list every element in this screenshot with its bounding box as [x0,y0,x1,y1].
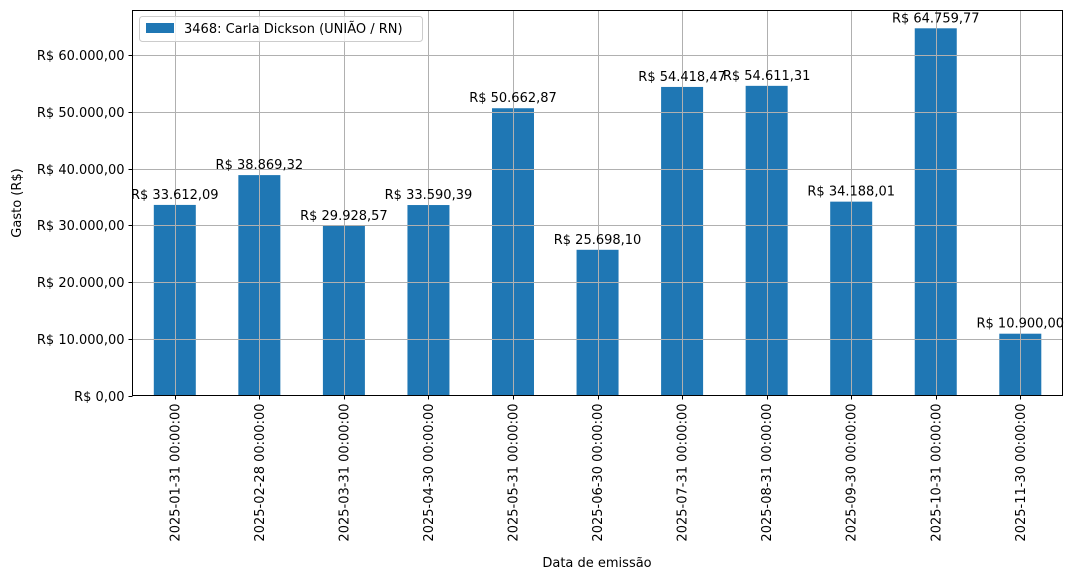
x-tick-label: 2025-07-31 00:00:00 [676,404,691,542]
x-tick-label: 2025-06-30 00:00:00 [591,404,606,542]
x-tick-label: 2025-09-30 00:00:00 [845,404,860,542]
bar-value-label: R$ 64.759,77 [892,11,980,26]
bar-value-label: R$ 38.869,32 [216,158,304,173]
bar-value-label: R$ 25.698,10 [554,233,642,248]
bar [745,85,788,396]
bar-value-label: R$ 10.900,00 [976,317,1064,332]
y-tick-label: R$ 60.000,00 [37,49,125,64]
x-tick-label: 2025-03-31 00:00:00 [337,404,352,542]
x-tick-label: 2025-02-28 00:00:00 [253,404,268,542]
x-axis-ticks: 2025-01-31 00:00:00 2025-02-28 00:00:00 20… [168,395,1029,542]
x-tick-label: 2025-05-31 00:00:00 [507,404,522,542]
bar-value-label: R$ 33.590,39 [385,188,473,203]
bar-value-label: R$ 54.611,31 [723,69,811,84]
y-tick-label: R$ 20.000,00 [37,276,125,291]
y-axis-label: Gasto (R$) [10,168,25,237]
bar-value-label: R$ 29.928,57 [300,209,388,224]
bar-value-label: R$ 50.662,87 [469,91,557,106]
y-axis-ticks: R$ 0,00 R$ 10.000,00 R$ 20.000,00 R$ 30.000… [37,49,133,405]
bar-value-label: R$ 54.418,47 [638,70,726,85]
bar [914,28,957,396]
bar-value-labels: R$ 33.612,09 R$ 38.869,32 R$ 29.928,57 R$ 3… [131,11,1064,331]
bar-value-label: R$ 34.188,01 [807,185,895,200]
y-tick-label: R$ 40.000,00 [37,163,125,178]
legend: 3468: Carla Dickson (UNIÃO / RN) [139,16,423,42]
bar [322,225,365,396]
y-tick-label: R$ 30.000,00 [37,219,125,234]
grid-lines [132,10,1063,396]
plot-area-frame [132,10,1063,396]
bar-value-label: R$ 33.612,09 [131,188,219,203]
x-tick-label: 2025-10-31 00:00:00 [929,404,944,542]
y-tick-label: R$ 10.000,00 [37,333,125,348]
y-tick-label: R$ 0,00 [74,390,124,405]
bar [576,249,619,396]
y-tick-label: R$ 50.000,00 [37,106,125,121]
x-tick-label: 2025-01-31 00:00:00 [168,404,183,542]
x-axis-label: Data de emissão [542,556,651,571]
bar [153,204,196,396]
x-tick-label: 2025-08-31 00:00:00 [760,404,775,542]
legend-swatch-icon [146,23,174,33]
x-tick-label: 2025-04-30 00:00:00 [422,404,437,542]
x-tick-label: 2025-11-30 00:00:00 [1014,404,1029,542]
legend-box [139,16,423,42]
legend-entry: 3468: Carla Dickson (UNIÃO / RN) [184,21,403,37]
bars [153,28,1042,396]
